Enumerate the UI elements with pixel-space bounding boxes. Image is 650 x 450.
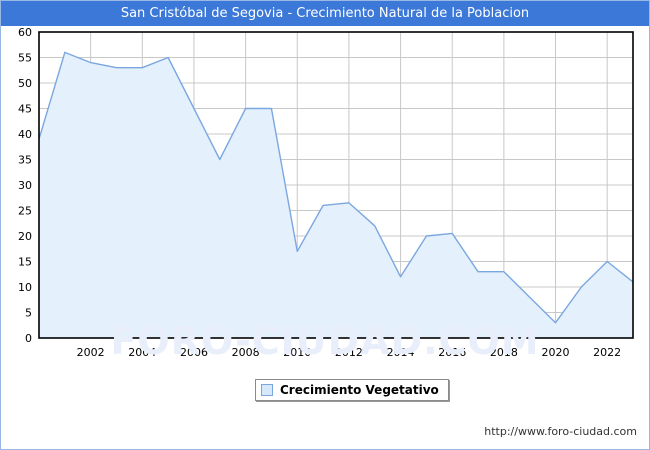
data-line-group — [38, 51, 634, 324]
data-line — [38, 51, 634, 324]
y-tick-label: 5 — [25, 307, 32, 320]
y-axis-tick-labels: 0 5 10 15 20 25 30 35 40 45 50 55 60 — [18, 26, 32, 345]
x-tick-label: 2018 — [490, 346, 518, 359]
y-tick-label: 10 — [18, 281, 32, 294]
x-tick-label: 2020 — [542, 346, 570, 359]
x-axis-tick-labels: 2002 2004 2006 2008 2010 2012 2014 2016 2018 2020… — [77, 346, 622, 359]
x-tick-label: 2006 — [180, 346, 208, 359]
y-tick-label: 35 — [18, 154, 32, 167]
y-tick-label: 0 — [25, 332, 32, 345]
legend-label: Crecimiento Vegetativo — [280, 383, 439, 397]
y-tick-label: 55 — [18, 52, 32, 65]
source-url: http://www.foro-ciudad.com — [484, 425, 637, 438]
chart-legend: Crecimiento Vegetativo — [255, 379, 449, 401]
y-tick-label: 30 — [18, 179, 32, 192]
y-tick-label: 50 — [18, 77, 32, 90]
legend-swatch-icon — [261, 384, 273, 396]
page-title: San Cristóbal de Segovia - Crecimiento N… — [1, 1, 649, 26]
x-tick-label: 2016 — [438, 346, 466, 359]
x-tick-label: 2012 — [335, 346, 363, 359]
y-tick-label: 25 — [18, 205, 32, 218]
x-tick-label: 2004 — [128, 346, 156, 359]
y-tick-label: 45 — [18, 103, 32, 116]
x-tick-label: 2002 — [77, 346, 105, 359]
y-tick-label: 60 — [18, 26, 32, 39]
area-fill-group — [39, 52, 633, 339]
chart-container: 0 5 10 15 20 25 30 35 40 45 50 55 60 2002 2004 2006 200… — [1, 26, 649, 449]
x-tick-label: 2008 — [232, 346, 260, 359]
x-tick-label: 2022 — [593, 346, 621, 359]
y-tick-label: 20 — [18, 230, 32, 243]
plot-border — [38, 31, 634, 339]
x-tick-label: 2014 — [387, 346, 415, 359]
y-tick-label: 15 — [18, 256, 32, 269]
x-tick-label: 2010 — [283, 346, 311, 359]
plot-frame — [38, 31, 634, 339]
area-fill — [39, 52, 633, 339]
y-tick-label: 40 — [18, 128, 32, 141]
